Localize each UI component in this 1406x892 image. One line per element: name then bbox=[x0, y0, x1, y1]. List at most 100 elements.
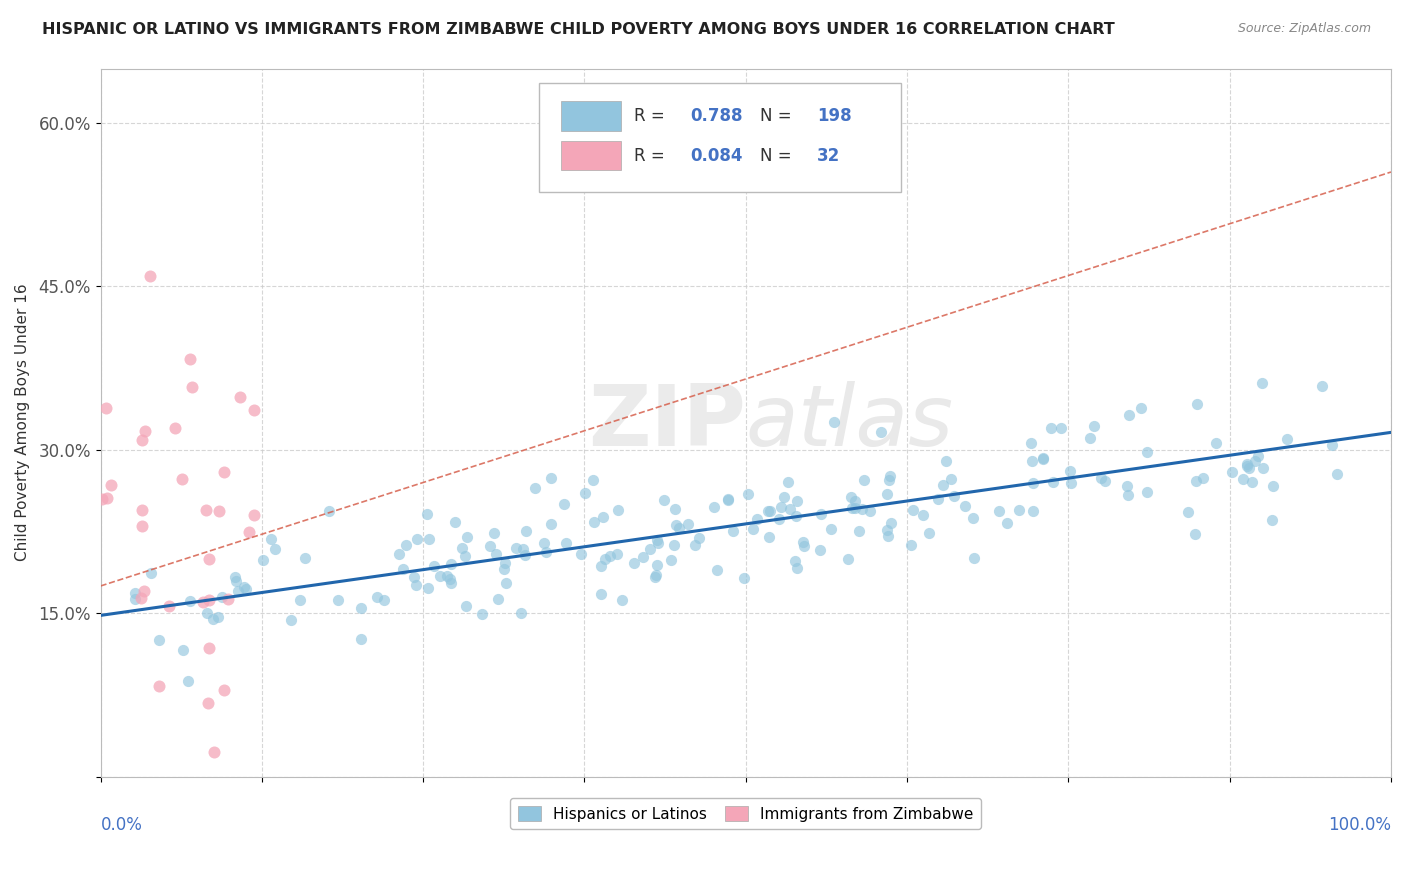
Point bbox=[645, 558, 668, 573]
Point bbox=[1116, 488, 1139, 502]
Point bbox=[233, 580, 256, 594]
Point bbox=[582, 474, 605, 488]
Point bbox=[280, 614, 302, 628]
Point bbox=[1008, 503, 1031, 517]
Point bbox=[652, 493, 675, 508]
Point bbox=[94, 401, 117, 416]
Point bbox=[436, 568, 458, 582]
Point bbox=[574, 486, 596, 500]
Point bbox=[416, 507, 439, 521]
Point bbox=[131, 503, 153, 517]
Point bbox=[1060, 475, 1083, 490]
Point bbox=[737, 487, 759, 501]
Legend: Hispanics or Latinos, Immigrants from Zimbabwe: Hispanics or Latinos, Immigrants from Zi… bbox=[510, 798, 981, 830]
Point bbox=[224, 570, 246, 584]
Point bbox=[844, 494, 866, 508]
Point bbox=[418, 532, 440, 546]
Point bbox=[595, 551, 617, 566]
Point bbox=[451, 541, 474, 556]
Point bbox=[841, 500, 863, 515]
Point bbox=[505, 541, 527, 556]
Point bbox=[880, 516, 903, 531]
Point bbox=[683, 538, 706, 552]
Point bbox=[758, 530, 780, 544]
Text: 0.0%: 0.0% bbox=[101, 815, 142, 833]
FancyBboxPatch shape bbox=[540, 83, 901, 193]
Point bbox=[495, 576, 517, 591]
Point bbox=[876, 487, 898, 501]
Point bbox=[733, 571, 755, 585]
Point bbox=[90, 492, 112, 507]
Point bbox=[665, 517, 688, 532]
Point bbox=[212, 465, 235, 479]
Point bbox=[810, 507, 832, 521]
Point bbox=[318, 504, 340, 518]
Point bbox=[197, 697, 219, 711]
Point bbox=[479, 539, 502, 553]
Point bbox=[1192, 471, 1215, 485]
FancyBboxPatch shape bbox=[561, 141, 620, 170]
Point bbox=[911, 508, 934, 522]
Point bbox=[1275, 432, 1298, 446]
Point bbox=[717, 492, 740, 507]
Point bbox=[901, 502, 924, 516]
Point bbox=[931, 478, 953, 492]
Point bbox=[756, 503, 779, 517]
Point bbox=[211, 590, 233, 604]
Point bbox=[820, 522, 842, 536]
Point bbox=[987, 503, 1010, 517]
Point bbox=[554, 536, 576, 550]
Point bbox=[181, 380, 204, 394]
Point bbox=[962, 510, 984, 524]
Point bbox=[534, 544, 557, 558]
Point bbox=[997, 516, 1019, 530]
Point bbox=[1042, 475, 1064, 490]
Point bbox=[456, 530, 478, 544]
Point bbox=[429, 569, 451, 583]
Point bbox=[631, 549, 654, 564]
Point bbox=[470, 607, 492, 621]
Point bbox=[194, 502, 217, 516]
Point bbox=[793, 539, 815, 553]
Point bbox=[879, 468, 901, 483]
Point bbox=[779, 502, 801, 516]
Point bbox=[179, 594, 201, 608]
Point bbox=[100, 478, 122, 492]
Point bbox=[599, 549, 621, 564]
Point bbox=[1310, 379, 1333, 393]
Point bbox=[706, 563, 728, 577]
Point bbox=[879, 473, 901, 487]
Point bbox=[876, 528, 898, 542]
Point bbox=[900, 538, 922, 552]
Point bbox=[953, 500, 976, 514]
Point bbox=[1244, 454, 1267, 468]
Point bbox=[148, 633, 170, 648]
Point bbox=[134, 424, 156, 438]
Point bbox=[1240, 475, 1263, 490]
Point bbox=[591, 559, 613, 574]
Point bbox=[844, 501, 866, 516]
Point bbox=[235, 582, 257, 597]
Point bbox=[1222, 465, 1244, 479]
Point bbox=[454, 549, 477, 563]
Point bbox=[540, 517, 562, 532]
Point bbox=[1187, 397, 1209, 411]
Point bbox=[207, 609, 229, 624]
Point bbox=[350, 600, 373, 615]
Point bbox=[373, 593, 395, 607]
Point bbox=[1115, 478, 1137, 492]
Text: 0.788: 0.788 bbox=[690, 107, 742, 125]
Point bbox=[1032, 452, 1054, 467]
Point bbox=[513, 548, 536, 562]
Point bbox=[208, 504, 231, 518]
Point bbox=[170, 472, 193, 486]
Point bbox=[138, 268, 160, 283]
Point bbox=[1049, 421, 1071, 435]
Point bbox=[703, 500, 725, 514]
Point bbox=[1130, 401, 1153, 416]
Point bbox=[252, 553, 274, 567]
Point bbox=[664, 502, 686, 516]
Point bbox=[745, 511, 768, 525]
Point bbox=[1022, 475, 1045, 490]
Point bbox=[263, 542, 285, 557]
